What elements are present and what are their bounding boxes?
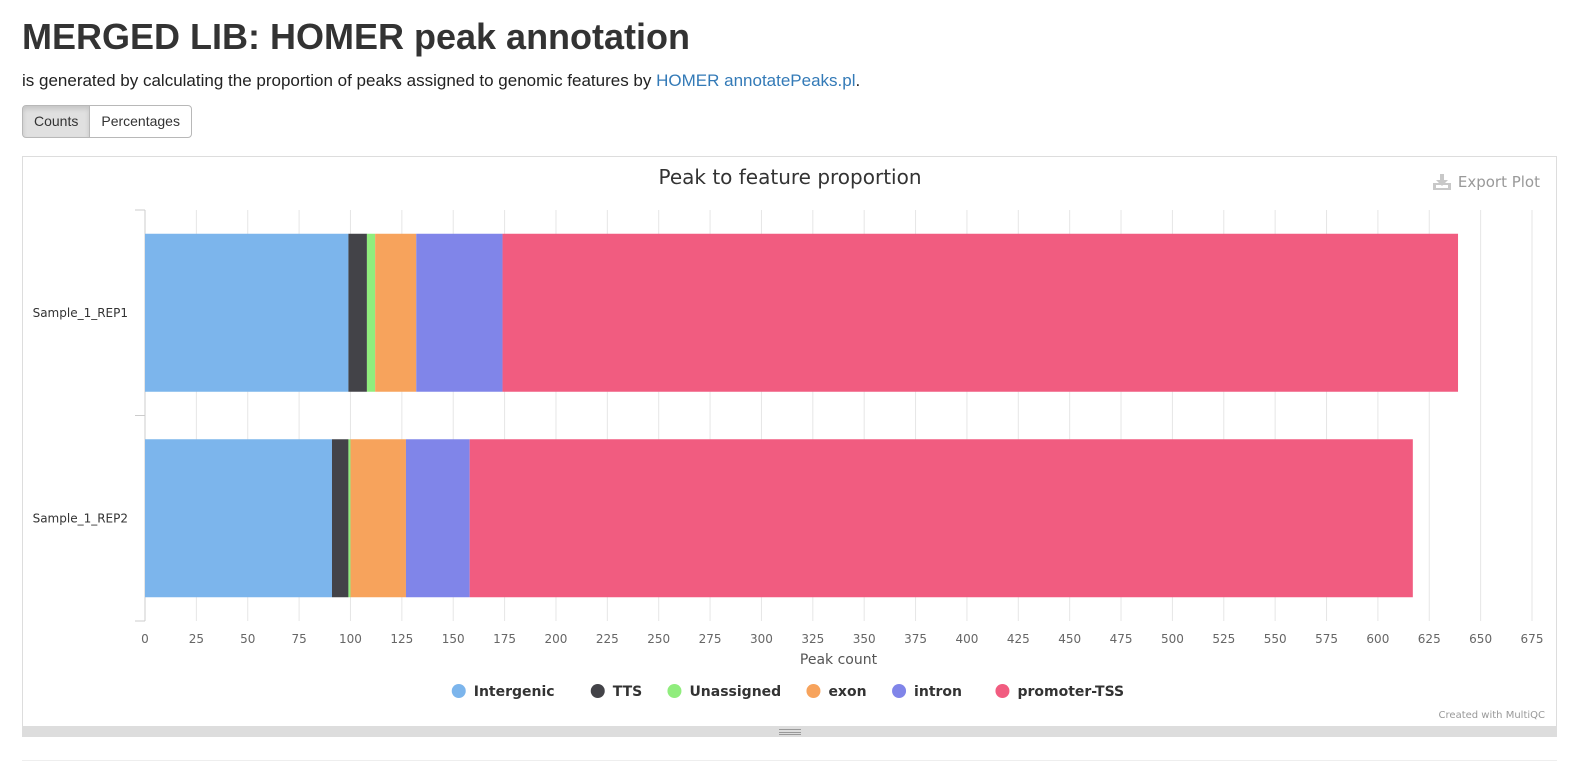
bar-segment-exon xyxy=(375,233,417,392)
bar-segment-promoter-tss xyxy=(469,439,1413,598)
x-tick-label: 225 xyxy=(596,632,619,646)
x-tick-label: 25 xyxy=(189,632,204,646)
x-tick-label: 550 xyxy=(1264,632,1287,646)
category-label: Sample_1_REP2 xyxy=(33,511,128,525)
x-tick-label: 275 xyxy=(699,632,722,646)
legend-marker xyxy=(451,684,466,698)
x-tick-label: 200 xyxy=(545,632,568,646)
stacked-bar-chart: Peak to feature proportion 0 25 50 75 100 125 1… xyxy=(33,165,1544,700)
x-tick-label: 375 xyxy=(904,632,927,646)
homer-link[interactable]: HOMER annotatePeaks.pl xyxy=(656,71,856,90)
x-tick-label: 300 xyxy=(750,632,773,646)
bar-segment-intron xyxy=(416,233,503,392)
x-tick-label: 0 xyxy=(141,632,149,646)
bar-segment-unassigned xyxy=(348,439,351,598)
x-tick-label: 175 xyxy=(493,632,516,646)
x-tick-label: 125 xyxy=(390,632,413,646)
x-tick-label: 600 xyxy=(1366,632,1389,646)
bar-segment-unassigned xyxy=(366,233,376,392)
multiqc-credit: Created with MultiQC xyxy=(1438,710,1545,721)
x-tick-label: 425 xyxy=(1007,632,1030,646)
legend-marker xyxy=(590,684,605,698)
x-tick-label: 75 xyxy=(291,632,306,646)
x-axis-label: Peak count xyxy=(800,652,878,668)
legend-marker xyxy=(892,684,907,698)
bar-segment-exon xyxy=(350,439,406,598)
grip-icon xyxy=(779,729,801,735)
description-text: is generated by calculating the proporti… xyxy=(22,71,657,90)
legend-item: promoter-TSS xyxy=(1017,684,1124,700)
x-tick-label: 100 xyxy=(339,632,362,646)
description-suffix: . xyxy=(855,71,861,90)
legend-marker xyxy=(667,684,682,698)
bar-segment-promoter-tss xyxy=(502,233,1459,392)
x-tick-label: 150 xyxy=(442,632,465,646)
x-tick-label: 450 xyxy=(1058,632,1081,646)
x-tick-label: 500 xyxy=(1161,632,1184,646)
section-divider xyxy=(22,760,1557,761)
legend-item: TTS xyxy=(613,684,643,700)
x-tick-label: 350 xyxy=(853,632,876,646)
category-label: Sample_1_REP1 xyxy=(33,306,128,320)
export-plot-button[interactable]: Export Plot xyxy=(1432,173,1540,191)
counts-button[interactable]: Counts xyxy=(22,105,91,138)
plot-panel: Peak to feature proportion 0 25 50 75 100 125 1… xyxy=(22,156,1557,727)
x-tick-label: 650 xyxy=(1469,632,1492,646)
export-plot-label: Export Plot xyxy=(1457,173,1540,191)
download-icon xyxy=(1432,174,1451,190)
page-title: MERGED LIB: HOMER peak annotation xyxy=(22,16,691,57)
legend-item: intron xyxy=(914,684,962,700)
data-view-toggle: Counts Percentages xyxy=(22,105,192,138)
legend-item: exon xyxy=(828,684,866,700)
bar-segment-intergenic xyxy=(145,439,332,598)
percentages-button[interactable]: Percentages xyxy=(89,105,192,138)
bar-segment-tts xyxy=(331,439,349,598)
bar-segment-intron xyxy=(405,439,470,598)
x-tick-label: 475 xyxy=(1110,632,1133,646)
legend-item: Unassigned xyxy=(689,684,781,700)
x-tick-label: 625 xyxy=(1418,632,1441,646)
x-tick-label: 675 xyxy=(1521,632,1544,646)
legend-marker xyxy=(995,684,1010,698)
x-tick-label: 250 xyxy=(647,632,670,646)
x-tick-label: 575 xyxy=(1315,632,1338,646)
bar-segment-intergenic xyxy=(145,233,349,392)
x-tick-label: 525 xyxy=(1212,632,1235,646)
legend-marker xyxy=(806,684,821,698)
description: is generated by calculating the proporti… xyxy=(22,71,860,91)
x-tick-label: 325 xyxy=(801,632,824,646)
plot-resize-handle[interactable] xyxy=(22,727,1557,737)
x-tick-label: 400 xyxy=(955,632,978,646)
bar-segment-tts xyxy=(348,233,367,392)
x-tick-label: 50 xyxy=(240,632,255,646)
chart-title: Peak to feature proportion xyxy=(658,165,921,189)
legend-item: Intergenic xyxy=(474,684,555,700)
